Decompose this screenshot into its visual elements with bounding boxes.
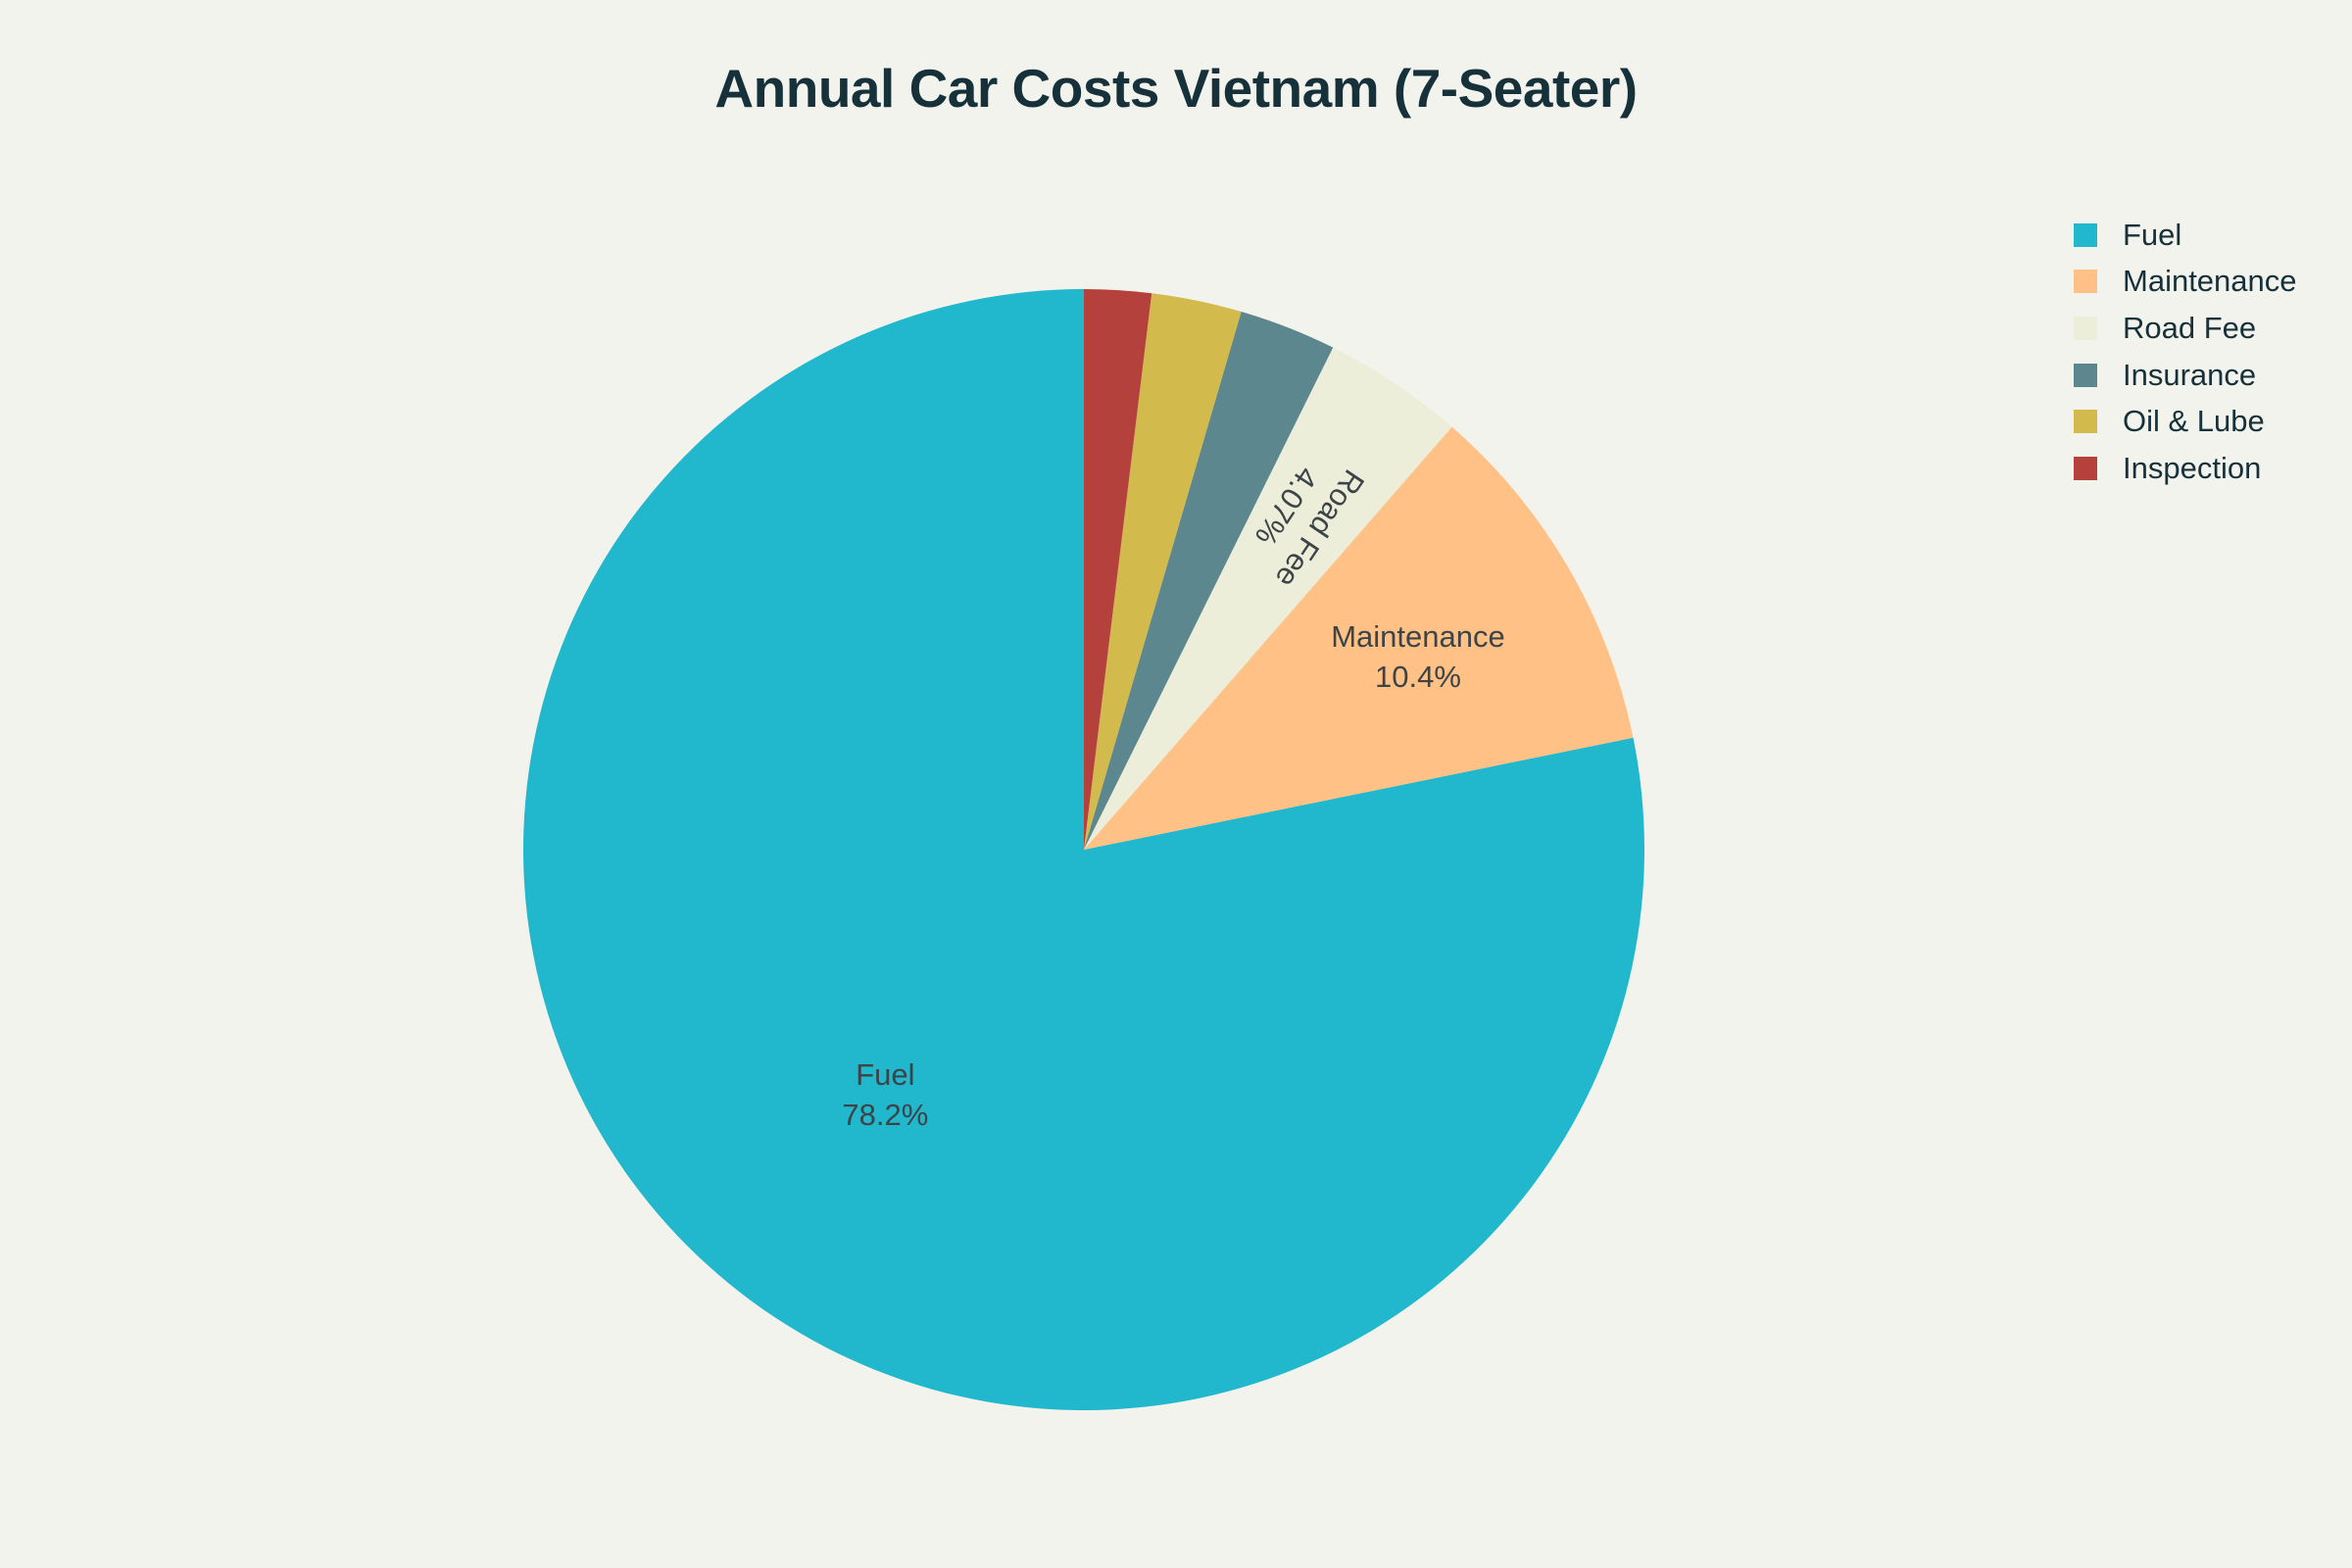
slice-percent-fuel: 78.2% [842, 1098, 928, 1132]
legend-label: Insurance [2123, 357, 2257, 392]
legend-item-inspection[interactable]: Inspection [2074, 445, 2297, 492]
slice-label-group-maintenance: Maintenance 10.4% [1331, 619, 1505, 694]
legend-item-oil-lube[interactable]: Oil & Lube [2074, 398, 2297, 445]
legend-swatch [2074, 270, 2097, 294]
legend-label: Fuel [2123, 217, 2182, 252]
slice-label-maintenance: Maintenance [1331, 619, 1505, 654]
pie-slice-oil-lube [1084, 293, 1242, 850]
pie-slice-insurance [1084, 312, 1334, 850]
chart-title: Annual Car Costs Vietnam (7-Seater) [714, 58, 1638, 119]
pie-slice-road-fee [1084, 347, 1452, 850]
legend-swatch [2074, 316, 2097, 340]
legend-item-fuel[interactable]: Fuel [2074, 212, 2297, 259]
legend-label: Inspection [2123, 450, 2262, 485]
pie-slice-inspection [1084, 289, 1152, 850]
legend: Fuel Maintenance Road Fee Insurance Oil & Lu… [2074, 212, 2297, 492]
legend-label: Road Fee [2123, 310, 2257, 345]
legend-swatch [2074, 363, 2097, 387]
pie-slice-fuel [522, 289, 1644, 1411]
pie-slices [522, 289, 1644, 1411]
slice-label-group-fuel: Fuel 78.2% [842, 1057, 928, 1132]
legend-swatch [2074, 410, 2097, 434]
slice-percent-maintenance: 10.4% [1375, 660, 1461, 694]
legend-swatch [2074, 456, 2097, 480]
legend-label: Maintenance [2123, 264, 2297, 299]
legend-item-maintenance[interactable]: Maintenance [2074, 259, 2297, 306]
legend-item-road-fee[interactable]: Road Fee [2074, 305, 2297, 352]
legend-item-insurance[interactable]: Insurance [2074, 352, 2297, 399]
legend-swatch [2074, 222, 2097, 247]
pie-slice-maintenance [1084, 426, 1634, 850]
legend-label: Oil & Lube [2123, 404, 2265, 439]
slice-label-fuel: Fuel [856, 1057, 914, 1092]
